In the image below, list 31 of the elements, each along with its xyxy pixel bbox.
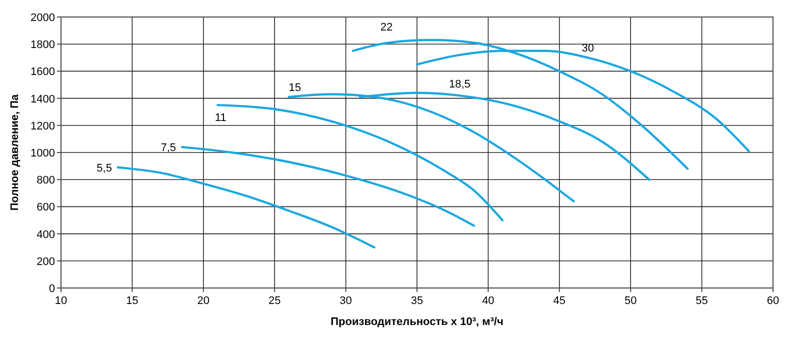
x-tick-label: 30 <box>340 295 352 307</box>
x-tick-label: 40 <box>482 295 494 307</box>
x-tick-label: 15 <box>126 295 138 307</box>
x-tick-label: 35 <box>410 295 424 307</box>
y-tick-label: 0 <box>48 283 55 295</box>
y-axis-title: Полное давление, Па <box>9 94 21 211</box>
x-tick-label: 25 <box>268 295 281 307</box>
y-tick-label: 800 <box>36 174 55 187</box>
y-tick-label: 1000 <box>30 148 55 160</box>
x-tick-label: 10 <box>54 295 68 307</box>
x-tick-label: 45 <box>553 295 566 307</box>
series-label: 15 <box>288 82 301 94</box>
y-tick-label: 1800 <box>30 39 55 52</box>
y-tick-label: 2000 <box>30 12 55 24</box>
y-tick-label: 200 <box>36 256 55 268</box>
y-tick-label: 400 <box>36 228 55 241</box>
x-axis-title: Производительность x 10³, м³/ч <box>330 316 504 328</box>
series-label: 18,5 <box>449 78 470 91</box>
series-label: 30 <box>582 42 594 55</box>
y-tick-label: 1400 <box>30 93 55 106</box>
series-label: 22 <box>380 22 393 34</box>
x-tick-label: 60 <box>766 295 780 307</box>
x-tick-label: 20 <box>197 295 210 307</box>
x-tick-label: 55 <box>696 295 708 307</box>
y-tick-label: 600 <box>36 202 55 214</box>
x-tick-label: 50 <box>624 295 637 307</box>
y-tick-label: 1200 <box>30 120 55 132</box>
y-tick-label: 1600 <box>30 66 55 78</box>
series-label: 7,5 <box>160 142 176 154</box>
series-label: 5,5 <box>96 162 112 174</box>
series-label: 11 <box>214 112 226 124</box>
